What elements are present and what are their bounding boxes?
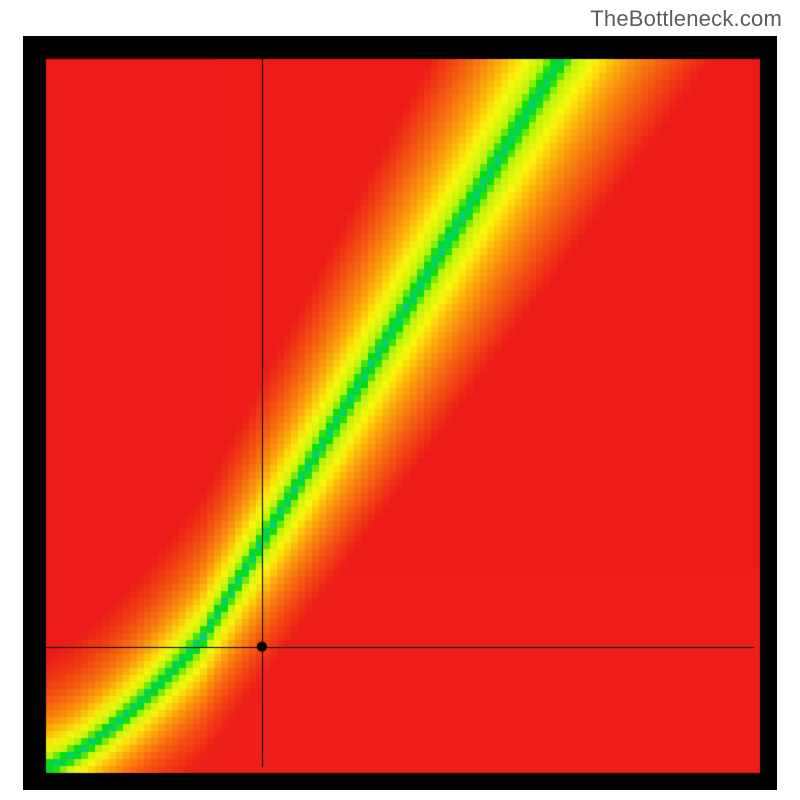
bottleneck-heatmap (23, 36, 777, 790)
watermark-label: TheBottleneck.com (590, 6, 782, 32)
chart-container: TheBottleneck.com (0, 0, 800, 800)
plot-frame (23, 36, 777, 790)
